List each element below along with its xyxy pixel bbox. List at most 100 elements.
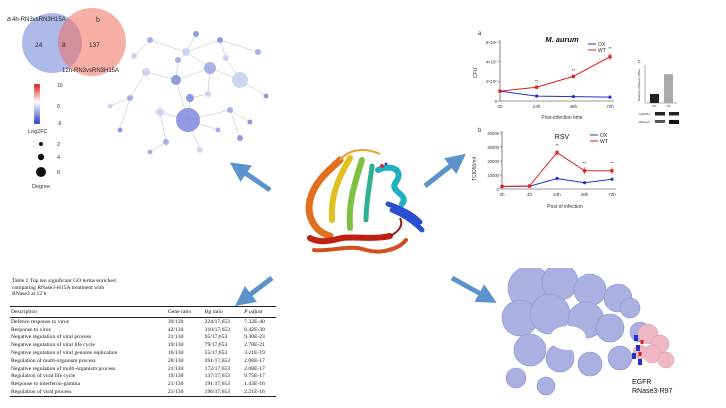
table-cell: 21/130 (167, 365, 184, 372)
table-cell: 310/17,653 (204, 326, 230, 333)
table-cell: Negative regulation of viral genome repl… (11, 350, 118, 357)
significance-mark: ** (608, 46, 612, 51)
significance-mark: ** (572, 68, 576, 73)
network-node (175, 57, 181, 63)
data-point-wt (500, 184, 504, 189)
network-edge (149, 141, 167, 153)
y-tick-label: 0 (497, 187, 500, 192)
chart-a-title: M. aurum (545, 35, 579, 44)
network-node (217, 37, 223, 43)
degree-label-6: 6 (57, 170, 60, 176)
series-line-wt (499, 56, 611, 92)
table-cell: Response to interferon-gamma (11, 381, 80, 388)
network-edge (119, 97, 131, 131)
egfr-surface-blob (619, 297, 641, 319)
network-edge (175, 67, 211, 81)
egfr-surface-blob (607, 345, 633, 371)
rnase3-expression-panel: c Relative RNase3 mRNA WT OX GAPDH RNase3 (637, 59, 679, 124)
venn-right-count: 137 (89, 42, 100, 49)
rsv-chart: b RSV TCID50/ml Post of infection 0 10000… (472, 128, 616, 210)
go-terms-table: Description Gene ratio Bg ratio P adjust… (10, 306, 276, 397)
table-cell: Negative regulation of multi-organism pr… (11, 365, 116, 372)
x-tick-label: 24h (553, 192, 561, 197)
table-row: Response to interferon-gamma 21/130 191/17… (10, 380, 276, 388)
table-cell: 21/130 (167, 381, 184, 388)
table-cell: 55/17,653 (204, 350, 228, 357)
table-cell: 196/17,653 (203, 388, 244, 397)
venn-right-set-label: 12h-RN3vsRN3H15A (62, 68, 119, 74)
data-point-ox (571, 94, 575, 99)
blot-band-rnase3-wt (655, 120, 665, 123)
table-header-bg-ratio: Bg ratio (203, 306, 244, 318)
data-point-ox (535, 94, 539, 98)
colorbar-tick-zero: 0 (57, 104, 60, 110)
table-cell: 7.32E-40 (244, 318, 265, 325)
degree-label-2: 2 (57, 142, 60, 148)
significance-mark: ** (535, 79, 539, 84)
network-node (117, 127, 123, 133)
chart-b-ylabel: TCID50/ml (472, 157, 478, 181)
network-graph: b (96, 17, 269, 155)
log2fc-colorbar (33, 83, 41, 125)
chart-b-title: RSV (555, 134, 570, 141)
data-point-wt (608, 55, 612, 59)
network-edge (185, 39, 221, 53)
table-row: Negative regulation of multi-organism pr… (10, 365, 276, 373)
y-tick-label: 30000 (487, 145, 499, 150)
table-cell: Regulation of viral life cycle (11, 373, 76, 380)
table-cell: 95/17,653 (204, 334, 228, 341)
legend-ox: OX (600, 133, 608, 139)
interface-residue (632, 353, 636, 359)
data-point-ox (555, 176, 559, 181)
degree-title: Degree (32, 184, 50, 190)
significance-mark: ** (555, 143, 559, 148)
data-point-wt (555, 151, 559, 155)
egfr-docking-structure: EGFR RNase3-R97 (501, 268, 675, 396)
egfr-cavity (550, 326, 586, 350)
data-point-wt (498, 89, 502, 93)
y-tick-label: 40000 (487, 131, 499, 136)
data-point-wt (527, 184, 532, 188)
interface-residue (634, 335, 638, 341)
network-edge (159, 111, 167, 143)
venn-overlap-count: 8 (62, 42, 66, 49)
table-row: Response to virus 42/130 310/17,653 8.42E-3… (10, 326, 276, 334)
network-node (263, 93, 269, 99)
table-caption: Table 2 Top ten significant GO terms enr… (12, 278, 116, 298)
table-cell: 2.08E-17 (244, 357, 265, 364)
blot-band-gapdh-wt (655, 112, 665, 116)
table-header-description: Description (10, 306, 167, 318)
network-node (205, 91, 211, 97)
y-tick-label: 2×10⁶ (486, 79, 497, 84)
table-cell: 42/130 (167, 326, 184, 333)
network-legend: 10 0 -6 Log2FC 2 4 6 Degree (28, 83, 63, 190)
table-cell: 9.30E-23 (244, 334, 265, 341)
venn-left-set-label: 4h-RN3vsRN3H15A (12, 17, 66, 23)
chart-c-panel-label: c (638, 59, 641, 65)
table-cell: Defence response to virus (11, 318, 69, 325)
network-edge (229, 109, 251, 123)
table-row: Defence response to virus 39/130 224/17,65… (10, 318, 276, 326)
rnase3-surface-blob (657, 351, 675, 369)
data-point-wt (571, 74, 575, 79)
arrow-to-charts (423, 153, 466, 188)
x-tick-label: 72h (608, 192, 616, 197)
arrow-to-docking (450, 275, 497, 303)
table-cell: 9.75E-17 (244, 373, 265, 380)
network-node (232, 72, 248, 88)
venn-diagram: a 4h-RN3vsRN3H15A 24 8 137 12h-RN3vsRN3H… (7, 8, 126, 76)
chart-b-panel-label: b (478, 128, 482, 134)
table-cell: 16/130 (167, 350, 184, 357)
table-cell: 2.78E-21 (244, 342, 265, 349)
network-node (237, 135, 243, 141)
degree-dot-medium (37, 153, 45, 161)
y-tick-label: 10000 (487, 173, 499, 178)
table-cell: 137/17,653 (204, 373, 230, 380)
venn-left-count: 24 (35, 42, 43, 49)
colorbar-title: Log2FC (28, 129, 48, 135)
table-cell: 1.43E-16 (244, 381, 265, 388)
table-cell: 21/130 (166, 388, 204, 397)
x-tick-label: 0h (497, 104, 503, 109)
colorbar-tick-max: 10 (57, 83, 63, 89)
egfr-surface-blob (573, 273, 607, 307)
